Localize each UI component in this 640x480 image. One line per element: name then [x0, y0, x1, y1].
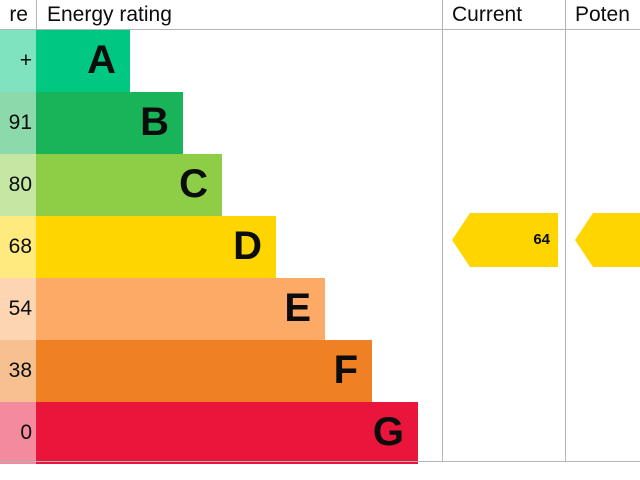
band-letter-e: E	[284, 286, 311, 330]
table-row: 38 F	[0, 340, 640, 402]
column-header-score: re	[9, 3, 28, 26]
table-row: 0 G	[0, 402, 640, 464]
band-letter-c: C	[179, 162, 208, 206]
table-header-row: re Energy rating Current Poten	[0, 0, 640, 30]
band-score-e: 54	[0, 278, 36, 340]
band-bar-c: C	[36, 154, 222, 216]
table-row: 54 E	[0, 278, 640, 340]
band-letter-b: B	[140, 100, 169, 144]
column-header-energy-rating: Energy rating	[47, 3, 172, 26]
band-bar-b: B	[36, 92, 183, 154]
band-score-g: 0	[0, 402, 36, 464]
current-rating-arrow: 64	[452, 213, 558, 267]
band-bar-f: F	[36, 340, 372, 402]
band-bar-g: G	[36, 402, 418, 464]
table-bottom-border	[0, 461, 640, 462]
band-letter-f: F	[333, 348, 358, 392]
band-score-d: 68	[0, 216, 36, 278]
column-header-potential: Poten	[575, 3, 630, 26]
band-score-a: +	[0, 30, 36, 92]
header-divider-current	[442, 0, 443, 29]
band-bar-d: D	[36, 216, 276, 278]
band-score-f: 38	[0, 340, 36, 402]
table-row: 91 B	[0, 92, 640, 154]
chart-body: + A 91 B 80 C 68 D 54	[0, 30, 640, 464]
current-rating-value: 64	[533, 231, 550, 248]
band-letter-a: A	[87, 38, 116, 82]
band-score-c: 80	[0, 154, 36, 216]
column-header-current: Current	[452, 3, 523, 26]
table-row: 68 D	[0, 216, 640, 278]
band-bar-a: A	[36, 30, 130, 92]
band-letter-d: D	[233, 224, 262, 268]
table-row: 80 C	[0, 154, 640, 216]
table-row: + A	[0, 30, 640, 92]
header-divider-potential	[565, 0, 566, 29]
body-divider-potential	[565, 30, 566, 462]
band-bar-e: E	[36, 278, 325, 340]
band-score-b: 91	[0, 92, 36, 154]
header-divider-score	[36, 0, 37, 29]
band-letter-g: G	[372, 410, 404, 454]
body-divider-current	[442, 30, 443, 462]
